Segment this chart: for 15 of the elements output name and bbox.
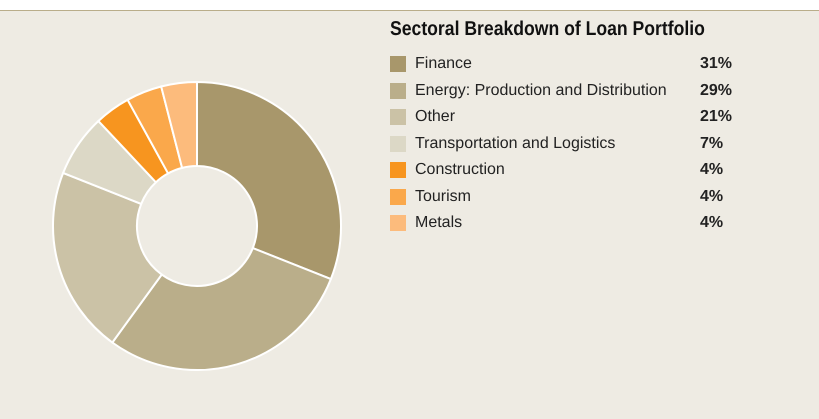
data-label: 7% xyxy=(700,134,724,153)
legend-label: Other xyxy=(415,108,456,126)
legend-label: Metals xyxy=(415,214,464,232)
data-label: 4% xyxy=(700,188,724,206)
data-label: 4% xyxy=(700,161,724,180)
data-label: 4% xyxy=(700,214,724,232)
legend-label: Tourism xyxy=(415,188,472,206)
legend-label: Finance xyxy=(415,55,473,74)
legend-label: Transportation and Logistics xyxy=(415,134,616,153)
legend-label: Energy: Production and Distribution xyxy=(415,82,668,100)
data-label: 21% xyxy=(700,108,732,126)
chart-title: Sectoral Breakdown of Loan Portfolio xyxy=(390,18,705,41)
legend-label: Construction xyxy=(415,161,506,180)
data-label: 31% xyxy=(700,55,732,74)
data-label: 29% xyxy=(700,82,732,100)
